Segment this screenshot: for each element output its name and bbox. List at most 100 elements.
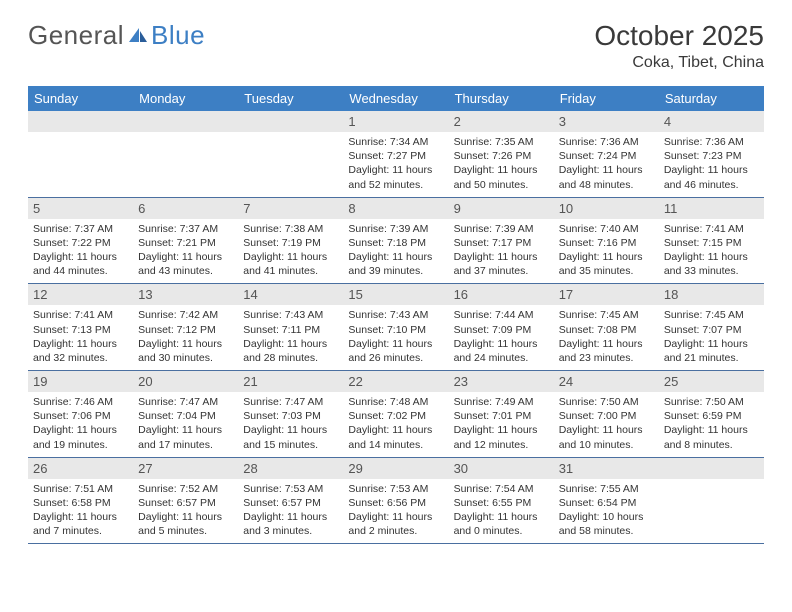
day-number: 12 xyxy=(28,284,133,305)
day-details: Sunrise: 7:45 AMSunset: 7:07 PMDaylight:… xyxy=(664,308,759,365)
day-number: 19 xyxy=(28,371,133,392)
day-cell: 29 Sunrise: 7:53 AMSunset: 6:56 PMDayligh… xyxy=(343,458,448,544)
day-number: 26 xyxy=(28,458,133,479)
day-number xyxy=(133,111,238,132)
day-details: Sunrise: 7:35 AMSunset: 7:26 PMDaylight:… xyxy=(454,135,549,192)
title-block: October 2025 Coka, Tibet, China xyxy=(594,20,764,72)
day-details: Sunrise: 7:49 AMSunset: 7:01 PMDaylight:… xyxy=(454,395,549,452)
day-cell: 14Sunrise: 7:43 AMSunset: 7:11 PMDayligh… xyxy=(238,284,343,370)
day-details: Sunrise: 7:43 AMSunset: 7:10 PMDaylight:… xyxy=(348,308,443,365)
day-details: Sunrise: 7:53 AMSunset: 6:56 PMDaylight:… xyxy=(348,482,443,539)
weekday-header: Tuesday xyxy=(238,86,343,111)
calendar-week: 19 Sunrise: 7:46 AMSunset: 7:06 PMDayligh… xyxy=(28,371,764,458)
day-number: 25 xyxy=(659,371,764,392)
day-cell: 10 Sunrise: 7:40 AMSunset: 7:16 PMDayligh… xyxy=(554,198,659,284)
weekday-header-row: SundayMondayTuesdayWednesdayThursdayFrid… xyxy=(28,86,764,111)
calendar-week: 5 Sunrise: 7:37 AMSunset: 7:22 PMDaylight… xyxy=(28,198,764,285)
day-cell: 11Sunrise: 7:41 AMSunset: 7:15 PMDayligh… xyxy=(659,198,764,284)
day-cell: 13 Sunrise: 7:42 AMSunset: 7:12 PMDayligh… xyxy=(133,284,238,370)
day-details: Sunrise: 7:48 AMSunset: 7:02 PMDaylight:… xyxy=(348,395,443,452)
day-cell: 16 Sunrise: 7:44 AMSunset: 7:09 PMDayligh… xyxy=(449,284,554,370)
day-number: 11 xyxy=(659,198,764,219)
calendar-weeks: 1 Sunrise: 7:34 AMSunset: 7:27 PMDaylight… xyxy=(28,111,764,544)
day-number: 17 xyxy=(554,284,659,305)
day-details: Sunrise: 7:37 AMSunset: 7:21 PMDaylight:… xyxy=(138,222,233,279)
day-details: Sunrise: 7:50 AMSunset: 6:59 PMDaylight:… xyxy=(664,395,759,452)
day-cell: 31 Sunrise: 7:55 AMSunset: 6:54 PMDayligh… xyxy=(554,458,659,544)
day-details: Sunrise: 7:38 AMSunset: 7:19 PMDaylight:… xyxy=(243,222,338,279)
day-number: 4 xyxy=(659,111,764,132)
day-cell: 30 Sunrise: 7:54 AMSunset: 6:55 PMDayligh… xyxy=(449,458,554,544)
day-number: 24 xyxy=(554,371,659,392)
day-details: Sunrise: 7:54 AMSunset: 6:55 PMDaylight:… xyxy=(454,482,549,539)
day-cell xyxy=(133,111,238,197)
day-cell: 23 Sunrise: 7:49 AMSunset: 7:01 PMDayligh… xyxy=(449,371,554,457)
weekday-header: Monday xyxy=(133,86,238,111)
day-details: Sunrise: 7:52 AMSunset: 6:57 PMDaylight:… xyxy=(138,482,233,539)
day-details: Sunrise: 7:46 AMSunset: 7:06 PMDaylight:… xyxy=(33,395,128,452)
day-cell: 25 Sunrise: 7:50 AMSunset: 6:59 PMDayligh… xyxy=(659,371,764,457)
day-number: 13 xyxy=(133,284,238,305)
day-number: 23 xyxy=(449,371,554,392)
day-cell: 1 Sunrise: 7:34 AMSunset: 7:27 PMDaylight… xyxy=(343,111,448,197)
day-details: Sunrise: 7:47 AMSunset: 7:04 PMDaylight:… xyxy=(138,395,233,452)
day-details: Sunrise: 7:55 AMSunset: 6:54 PMDaylight:… xyxy=(559,482,654,539)
day-cell: 19 Sunrise: 7:46 AMSunset: 7:06 PMDayligh… xyxy=(28,371,133,457)
day-number: 27 xyxy=(133,458,238,479)
day-cell xyxy=(659,458,764,544)
day-cell: 9Sunrise: 7:39 AMSunset: 7:17 PMDaylight… xyxy=(449,198,554,284)
day-details: Sunrise: 7:47 AMSunset: 7:03 PMDaylight:… xyxy=(243,395,338,452)
day-number: 10 xyxy=(554,198,659,219)
day-details: Sunrise: 7:53 AMSunset: 6:57 PMDaylight:… xyxy=(243,482,338,539)
day-number: 21 xyxy=(238,371,343,392)
day-cell: 6 Sunrise: 7:37 AMSunset: 7:21 PMDaylight… xyxy=(133,198,238,284)
day-number: 20 xyxy=(133,371,238,392)
day-cell: 12Sunrise: 7:41 AMSunset: 7:13 PMDayligh… xyxy=(28,284,133,370)
day-number: 16 xyxy=(449,284,554,305)
day-cell: 21 Sunrise: 7:47 AMSunset: 7:03 PMDayligh… xyxy=(238,371,343,457)
calendar-week: 26 Sunrise: 7:51 AMSunset: 6:58 PMDayligh… xyxy=(28,458,764,545)
day-number: 7 xyxy=(238,198,343,219)
day-details: Sunrise: 7:34 AMSunset: 7:27 PMDaylight:… xyxy=(348,135,443,192)
weekday-header: Sunday xyxy=(28,86,133,111)
day-cell: 5 Sunrise: 7:37 AMSunset: 7:22 PMDaylight… xyxy=(28,198,133,284)
day-cell: 3Sunrise: 7:36 AMSunset: 7:24 PMDaylight… xyxy=(554,111,659,197)
day-cell: 7 Sunrise: 7:38 AMSunset: 7:19 PMDaylight… xyxy=(238,198,343,284)
day-details: Sunrise: 7:44 AMSunset: 7:09 PMDaylight:… xyxy=(454,308,549,365)
day-number: 6 xyxy=(133,198,238,219)
day-number: 1 xyxy=(343,111,448,132)
day-cell: 24Sunrise: 7:50 AMSunset: 7:00 PMDayligh… xyxy=(554,371,659,457)
day-number: 15 xyxy=(343,284,448,305)
day-cell: 28Sunrise: 7:53 AMSunset: 6:57 PMDayligh… xyxy=(238,458,343,544)
calendar-week: 12Sunrise: 7:41 AMSunset: 7:13 PMDayligh… xyxy=(28,284,764,371)
weekday-header: Thursday xyxy=(449,86,554,111)
day-cell: 15 Sunrise: 7:43 AMSunset: 7:10 PMDayligh… xyxy=(343,284,448,370)
day-details: Sunrise: 7:42 AMSunset: 7:12 PMDaylight:… xyxy=(138,308,233,365)
day-cell xyxy=(238,111,343,197)
month-title: October 2025 xyxy=(594,20,764,52)
day-number: 22 xyxy=(343,371,448,392)
day-number: 18 xyxy=(659,284,764,305)
calendar: SundayMondayTuesdayWednesdayThursdayFrid… xyxy=(28,86,764,544)
sail-icon xyxy=(127,20,149,51)
day-details: Sunrise: 7:37 AMSunset: 7:22 PMDaylight:… xyxy=(33,222,128,279)
day-number: 3 xyxy=(554,111,659,132)
day-number: 2 xyxy=(449,111,554,132)
logo-text-blue: Blue xyxy=(151,20,205,51)
day-details: Sunrise: 7:51 AMSunset: 6:58 PMDaylight:… xyxy=(33,482,128,539)
day-number xyxy=(238,111,343,132)
day-number: 8 xyxy=(343,198,448,219)
day-details: Sunrise: 7:39 AMSunset: 7:18 PMDaylight:… xyxy=(348,222,443,279)
day-number xyxy=(659,458,764,479)
day-number: 29 xyxy=(343,458,448,479)
logo: General Blue xyxy=(28,20,205,51)
day-cell: 20 Sunrise: 7:47 AMSunset: 7:04 PMDayligh… xyxy=(133,371,238,457)
location: Coka, Tibet, China xyxy=(594,54,764,72)
calendar-week: 1 Sunrise: 7:34 AMSunset: 7:27 PMDaylight… xyxy=(28,111,764,198)
day-details: Sunrise: 7:40 AMSunset: 7:16 PMDaylight:… xyxy=(559,222,654,279)
day-cell: 26 Sunrise: 7:51 AMSunset: 6:58 PMDayligh… xyxy=(28,458,133,544)
day-number: 31 xyxy=(554,458,659,479)
day-number: 5 xyxy=(28,198,133,219)
day-cell: 4Sunrise: 7:36 AMSunset: 7:23 PMDaylight… xyxy=(659,111,764,197)
day-number: 30 xyxy=(449,458,554,479)
